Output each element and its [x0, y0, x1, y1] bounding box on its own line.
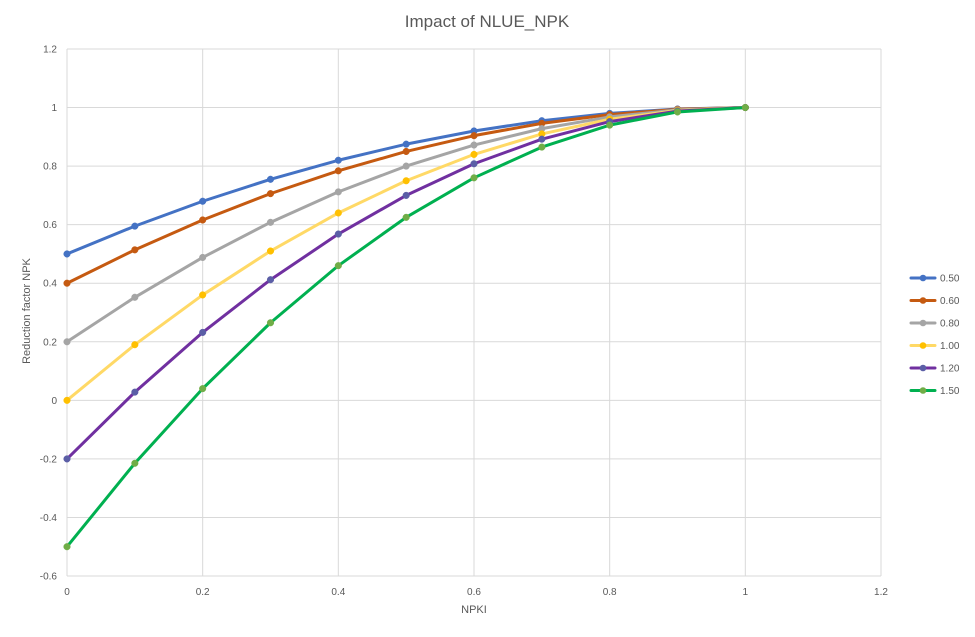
x-tick-label: 1.2 — [874, 587, 888, 598]
y-tick-label: 0.6 — [43, 220, 57, 231]
legend-item: 0.50 — [909, 274, 960, 285]
series-line — [65, 106, 747, 549]
data-point — [63, 455, 71, 463]
chart-title: Impact of NLUE_NPK — [405, 12, 570, 31]
legend-item: 1.00 — [909, 341, 960, 352]
data-point — [63, 396, 71, 404]
data-point — [538, 135, 546, 143]
data-point — [131, 246, 139, 254]
y-tick-label: -0.2 — [40, 454, 58, 465]
y-tick-label: 1 — [51, 103, 57, 114]
legend-swatch-marker — [919, 297, 927, 304]
data-point — [402, 191, 410, 199]
data-point — [538, 143, 546, 151]
data-point — [131, 341, 139, 349]
data-point — [199, 253, 207, 262]
data-point — [266, 175, 275, 183]
data-point — [266, 276, 275, 284]
gridlines — [66, 48, 882, 577]
data-point — [470, 174, 478, 182]
y-tick-label: -0.4 — [40, 513, 58, 524]
legend-swatch-marker — [919, 387, 927, 394]
y-tick-label: 0 — [51, 396, 57, 407]
data-point — [199, 328, 207, 336]
data-point — [402, 140, 410, 148]
data-point — [402, 213, 410, 221]
data-point — [266, 218, 275, 226]
data-point — [266, 247, 275, 255]
legend-label: 0.50 — [940, 274, 960, 285]
y-tick-label: 0.8 — [43, 162, 57, 173]
data-point — [470, 150, 478, 158]
data-point — [131, 459, 139, 467]
data-point — [131, 388, 139, 396]
data-point — [402, 162, 410, 170]
series-layer — [63, 104, 749, 551]
data-point — [63, 279, 71, 287]
data-point — [266, 190, 275, 198]
legend-label: 1.00 — [940, 341, 960, 352]
data-point — [199, 197, 207, 205]
data-point — [63, 250, 71, 258]
data-point — [606, 121, 614, 129]
x-tick-label: 0.8 — [603, 587, 617, 598]
data-point — [470, 141, 478, 149]
data-point — [673, 108, 682, 116]
legend-label: 0.60 — [940, 296, 960, 307]
series-0.80 — [63, 104, 749, 346]
x-tick-label: 0.6 — [467, 587, 481, 598]
series-1.50 — [63, 104, 749, 551]
x-tick-label: 0 — [64, 587, 70, 598]
data-point — [334, 156, 342, 164]
legend-label: 0.80 — [940, 319, 960, 330]
data-point — [63, 338, 71, 346]
legend-item: 1.50 — [909, 386, 960, 397]
x-tick-label: 0.2 — [196, 587, 210, 598]
data-point — [199, 385, 207, 393]
legend: 0.50 0.60 0.80 1.00 1.20 1.50 — [909, 274, 960, 397]
data-point — [334, 262, 342, 270]
legend-swatch-marker — [919, 319, 927, 327]
legend-swatch-marker — [919, 342, 927, 349]
data-point — [131, 293, 139, 301]
data-point — [199, 216, 207, 224]
y-axis-title: Reduction factor NPK — [21, 257, 33, 363]
x-tick-label: 1 — [743, 587, 749, 598]
y-tick-label: -0.6 — [40, 572, 58, 583]
tick-labels: -0.6 -0.4 -0.2 0 0.2 0.4 0.6 0.8 1 1.2 0 0.2 0.4 0.6 0… — [40, 45, 889, 599]
legend-item: 1.20 — [909, 364, 960, 375]
data-point — [63, 543, 71, 551]
y-tick-label: 1.2 — [43, 45, 57, 56]
y-tick-label: 0.4 — [43, 279, 57, 290]
data-point — [334, 167, 342, 175]
data-point — [334, 209, 342, 217]
data-point — [470, 132, 478, 140]
data-point — [199, 291, 207, 299]
legend-item: 0.60 — [909, 296, 960, 307]
legend-swatch-marker — [919, 364, 927, 372]
data-point — [131, 222, 139, 230]
data-point — [470, 160, 478, 168]
data-point — [741, 104, 749, 112]
y-tick-label: 0.2 — [43, 337, 57, 348]
data-point — [402, 147, 410, 156]
data-point — [334, 188, 342, 196]
legend-swatch-marker — [919, 274, 927, 282]
data-point — [334, 230, 342, 238]
x-tick-label: 0.4 — [331, 587, 345, 598]
legend-label: 1.50 — [940, 386, 960, 397]
data-point — [402, 177, 410, 185]
x-axis-title: NPKI — [461, 604, 487, 616]
data-point — [266, 319, 275, 327]
legend-label: 1.20 — [940, 364, 960, 375]
legend-item: 0.80 — [909, 319, 960, 330]
